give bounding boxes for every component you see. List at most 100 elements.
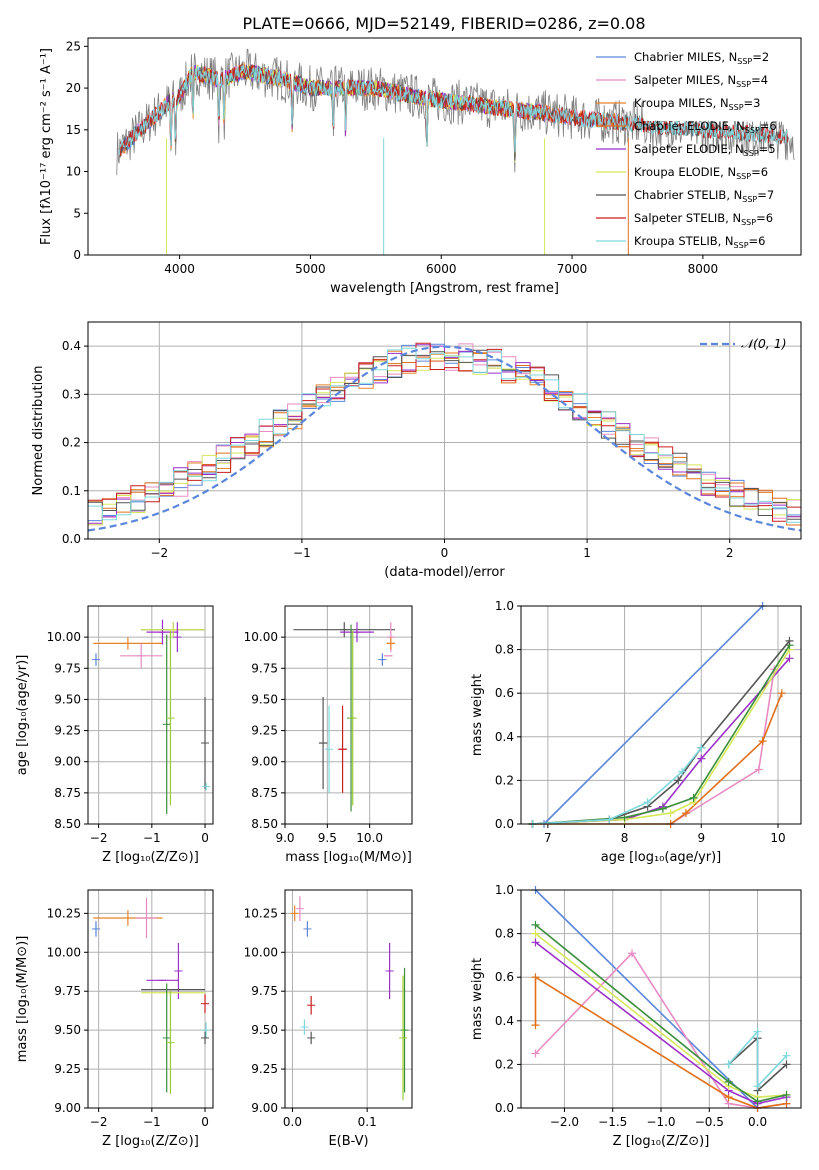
y-tick-label: 9.50 bbox=[54, 1023, 81, 1037]
panel-4: 9.0 9.5 10.0 8.50 8.75 9.00 9.25 9.50 9.75 10.00 m… bbox=[244, 605, 413, 865]
errorbar-point bbox=[173, 622, 182, 653]
y-tick-label: 8.50 bbox=[54, 817, 81, 831]
y-tick-label: 9.25 bbox=[251, 1062, 278, 1076]
series-marker bbox=[531, 929, 540, 938]
y-tick-label: 0.2 bbox=[495, 773, 514, 787]
errorbar-point bbox=[307, 1031, 316, 1045]
legend-entry: Salpeter ELODIE, NSSP=5 bbox=[634, 142, 776, 158]
y-tick-label: 8.50 bbox=[251, 817, 278, 831]
errorbar-point bbox=[293, 622, 396, 638]
x-tick-label: 9.5 bbox=[318, 831, 337, 845]
series-line bbox=[532, 657, 791, 825]
panel-3: −2 −1 0 8.50 8.75 9.00 9.25 9.50 9.75 10.00 Z [log… bbox=[15, 605, 214, 865]
errorbar-point bbox=[162, 634, 171, 815]
x-axis-label: mass [log₁₀(M/M⊙)] bbox=[285, 850, 412, 865]
x-tick-label: 10 bbox=[770, 831, 785, 845]
legend-entry: Kroupa MILES, NSSP=3 bbox=[634, 96, 760, 112]
series-line bbox=[532, 747, 702, 825]
errorbar-point bbox=[91, 653, 100, 666]
panel-5: 7 8 9 10 0.0 0.2 0.4 0.6 0.8 1.0 age [log₁₀(age/yr… bbox=[470, 599, 802, 865]
model-spectrum-line bbox=[118, 64, 788, 156]
legend-entry: 𝒩(0, 1) bbox=[741, 336, 787, 351]
y-tick-label: 10.25 bbox=[47, 906, 81, 920]
y-tick-label: 10.00 bbox=[47, 945, 81, 959]
axes-frame bbox=[87, 321, 802, 540]
legend-entry: Salpeter MILES, NSSP=4 bbox=[634, 73, 768, 89]
y-tick-label: 9.50 bbox=[54, 692, 81, 706]
series-marker bbox=[777, 689, 786, 698]
axes-frame bbox=[284, 889, 413, 1109]
y-tick-label: 0.4 bbox=[495, 1014, 514, 1028]
x-tick-label: 2 bbox=[726, 546, 734, 560]
y-tick-label: 9.75 bbox=[251, 984, 278, 998]
x-axis-label: age [log₁₀(age/yr)] bbox=[601, 850, 722, 865]
series-marker bbox=[689, 793, 698, 802]
normal-curve bbox=[87, 345, 802, 532]
series-marker bbox=[531, 1021, 540, 1030]
series-marker bbox=[785, 636, 794, 645]
errorbar-point bbox=[348, 630, 357, 806]
x-tick-label: 9.0 bbox=[275, 831, 294, 845]
y-tick-label: 8.75 bbox=[54, 786, 81, 800]
y-tick-label: 9.50 bbox=[251, 692, 278, 706]
series-line bbox=[535, 941, 787, 1105]
errorbar-point bbox=[400, 967, 409, 1093]
x-tick-label: 0 bbox=[201, 831, 209, 845]
axes-frame bbox=[87, 605, 214, 825]
x-tick-label: 5000 bbox=[295, 262, 326, 276]
errorbar-point bbox=[318, 696, 328, 790]
panel-7: 0.0 0.1 9.00 9.25 9.50 9.75 10.00 10.25 E(B-V) bbox=[244, 889, 413, 1149]
errorbar-point bbox=[202, 782, 211, 791]
errorbar-point bbox=[202, 1022, 211, 1038]
errorbar-point bbox=[338, 705, 347, 793]
y-tick-label: 0.2 bbox=[62, 436, 81, 450]
series-marker bbox=[681, 809, 690, 818]
y-tick-label: 10.00 bbox=[47, 630, 81, 644]
y-tick-label: 0.6 bbox=[495, 970, 514, 984]
y-tick-label: 9.00 bbox=[54, 755, 81, 769]
y-tick-label: 15 bbox=[66, 123, 81, 137]
x-tick-label: −1 bbox=[293, 546, 311, 560]
figure-title: PLATE=0666, MJD=52149, FIBERID=0286, z=0… bbox=[242, 14, 645, 33]
x-tick-label: 0.1 bbox=[358, 1115, 377, 1129]
series-marker bbox=[531, 973, 540, 982]
x-axis-label: Z [log₁₀(Z/Z⊙)] bbox=[102, 1134, 199, 1149]
series-marker bbox=[697, 754, 706, 763]
x-axis-label: wavelength [Angstrom, rest frame] bbox=[330, 281, 559, 296]
x-tick-label: −1 bbox=[143, 1115, 161, 1129]
series-marker bbox=[678, 767, 687, 776]
x-tick-label: 0.0 bbox=[748, 1115, 767, 1129]
series-marker bbox=[782, 1090, 791, 1099]
histogram-step bbox=[88, 343, 801, 526]
errorbar-point bbox=[166, 630, 175, 806]
errorbar-point bbox=[201, 994, 210, 1014]
errorbar-point bbox=[399, 975, 408, 1101]
errorbar-point bbox=[174, 942, 183, 999]
series-marker bbox=[724, 1077, 733, 1086]
errorbar-point bbox=[300, 1019, 309, 1035]
x-axis-label: (data-model)/error bbox=[384, 565, 505, 580]
x-tick-label: −1 bbox=[143, 831, 161, 845]
series-line bbox=[532, 692, 783, 825]
x-tick-label: −2.0 bbox=[550, 1115, 579, 1129]
legend-entry: Kroupa ELODIE, NSSP=6 bbox=[634, 165, 768, 181]
errorbar-point bbox=[93, 637, 163, 650]
x-tick-label: −0.5 bbox=[695, 1115, 724, 1129]
axes-frame bbox=[520, 889, 802, 1109]
y-tick-label: 0.4 bbox=[495, 730, 514, 744]
y-tick-label: 20 bbox=[66, 81, 81, 95]
x-axis-label: Z [log₁₀(Z/Z⊙)] bbox=[102, 850, 199, 865]
errorbar-point bbox=[303, 921, 312, 937]
x-tick-label: 8000 bbox=[688, 262, 719, 276]
y-tick-label: 0 bbox=[73, 248, 81, 262]
axes-frame bbox=[87, 37, 802, 256]
y-tick-label: 9.25 bbox=[54, 724, 81, 738]
errorbar-point bbox=[135, 897, 158, 939]
errorbar-point bbox=[201, 696, 210, 790]
y-tick-label: 0.0 bbox=[495, 1101, 514, 1115]
legend-entry: Salpeter STELIB, NSSP=6 bbox=[634, 211, 773, 227]
errorbar-point bbox=[290, 905, 299, 922]
errorbar-point bbox=[166, 991, 175, 1094]
series-marker bbox=[758, 737, 767, 746]
